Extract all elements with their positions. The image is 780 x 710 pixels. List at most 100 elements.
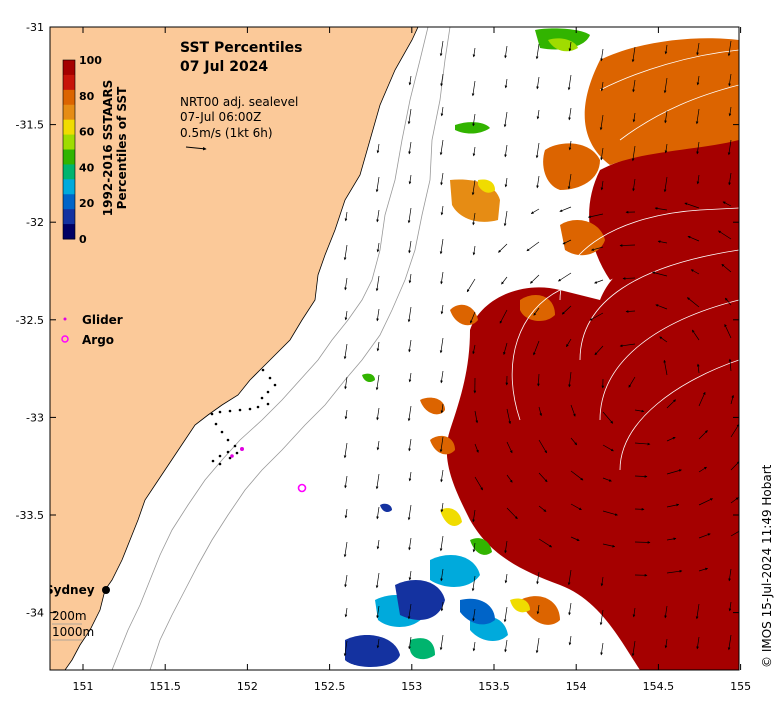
glider-track-point (218, 454, 222, 458)
current-arrow (506, 441, 513, 454)
sst-patch-high (446, 235, 739, 670)
glider-track-point (226, 438, 230, 442)
current-arrow (472, 212, 476, 226)
glider-track-point (268, 376, 272, 380)
colorbar-swatch (63, 149, 75, 165)
current-arrow (594, 279, 604, 284)
current-arrow (718, 230, 732, 240)
current-arrow (536, 604, 540, 615)
current-arrow (440, 502, 444, 513)
glider-position-marker (230, 454, 234, 458)
current-arrow (501, 276, 508, 285)
glider-track-point (256, 405, 260, 409)
current-arrow (664, 44, 668, 55)
current-arrow (408, 174, 412, 185)
current-arrow (536, 109, 540, 120)
colorbar-swatch (63, 104, 75, 121)
glider-track-point (273, 383, 277, 387)
current-arrow (619, 343, 636, 348)
current-arrow (730, 497, 739, 504)
current-arrow (696, 636, 700, 650)
glider-track (210, 368, 277, 466)
colorbar-swatch (63, 164, 75, 180)
current-arrow (440, 271, 444, 285)
current-arrow (538, 439, 547, 454)
current-arrow (698, 430, 708, 440)
current-arrow (440, 172, 444, 186)
current-arrow (600, 642, 604, 656)
glider-track-point (226, 450, 230, 454)
current-arrow (407, 108, 412, 125)
current-arrow (687, 235, 700, 242)
current-arrow (530, 208, 540, 214)
current-arrow (632, 178, 636, 192)
current-arrow (695, 108, 700, 125)
current-arrow (696, 75, 700, 86)
x-tick-label: 154 (566, 680, 587, 693)
glider-track-point (235, 451, 239, 455)
colorbar-swatch (63, 224, 75, 240)
colorbar-swatch (63, 119, 75, 136)
current-arrow (663, 176, 668, 193)
current-arrow (439, 436, 444, 453)
current-arrow (538, 538, 553, 548)
x-tick-label: 155 (730, 680, 751, 693)
current-arrow (376, 638, 380, 649)
current-arrow (533, 340, 540, 356)
current-arrow (499, 309, 508, 324)
map-title: SST Percentiles (180, 40, 303, 56)
current-arrow (471, 80, 476, 97)
current-arrow (526, 241, 540, 252)
current-arrow (344, 508, 348, 519)
current-arrow (504, 540, 508, 554)
current-arrow (690, 269, 700, 275)
current-arrow (344, 607, 348, 618)
current-arrow (472, 608, 476, 622)
current-arrow (538, 406, 543, 417)
current-arrow (728, 358, 732, 372)
glider-track-point (218, 410, 222, 414)
current-arrow (408, 537, 412, 551)
current-arrow (659, 336, 668, 343)
land-mass (50, 27, 419, 670)
current-arrow (602, 444, 614, 452)
current-arrow (440, 304, 444, 315)
current-arrow (536, 571, 540, 585)
argo-float-marker (297, 483, 307, 493)
current-arrow (506, 408, 512, 425)
current-arrow (466, 278, 476, 293)
x-tick-label: 151.5 (149, 680, 181, 693)
colorbar-label-2: Percentiles of SST (115, 86, 129, 209)
current-arrow (504, 45, 508, 59)
current-arrow (684, 202, 700, 209)
legend-glider: Glider (82, 313, 123, 327)
current-arrow (503, 210, 508, 227)
current-arrow (472, 47, 476, 58)
current-arrow (698, 567, 709, 572)
legend-argo: Argo (82, 333, 114, 347)
current-arrow (472, 641, 476, 652)
current-arrow (698, 498, 713, 506)
current-arrow (666, 503, 680, 508)
current-arrow (472, 146, 476, 157)
glider-track-point (266, 390, 270, 394)
current-arrow (570, 536, 580, 541)
sst-patch-orange (520, 596, 560, 625)
current-arrow (602, 411, 614, 424)
current-arrow (503, 606, 508, 623)
current-arrow (570, 503, 582, 511)
current-arrow (599, 114, 604, 131)
current-arrow (664, 143, 668, 154)
current-arrow (727, 634, 732, 651)
plot-frame (49, 26, 740, 671)
current-arrow (407, 405, 412, 422)
current-arrow (376, 407, 380, 421)
colorbar-tick-label: 40 (79, 161, 95, 174)
current-arrow (376, 341, 380, 352)
current-arrow (407, 207, 412, 224)
current-arrow (343, 442, 348, 459)
current-arrow (663, 77, 668, 94)
y-axis: -31 -31.5 -32 -32.5 -33 -33.5 -34 (16, 21, 739, 620)
colorbar-tick-label: 80 (79, 90, 95, 103)
current-arrow (535, 43, 540, 60)
